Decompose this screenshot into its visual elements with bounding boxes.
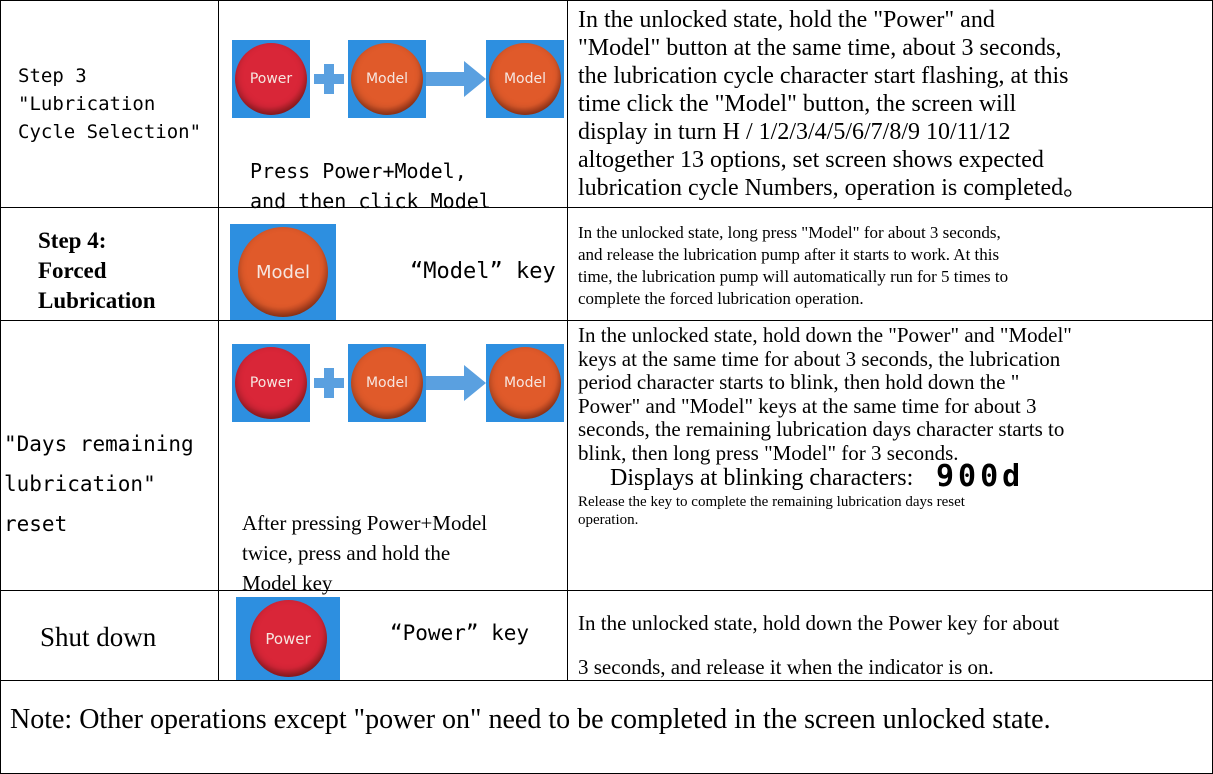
step-label: "Days remaining [4,432,194,456]
description: In the unlocked state, hold down the Pow… [578,611,1060,635]
step-label: Forced [38,258,107,283]
step-label: reset [4,512,68,536]
description: period character starts to blink, then h… [578,370,1020,394]
description: the lubrication cycle character start fl… [578,63,1069,89]
description: time click the "Model" button, the scree… [578,91,1017,117]
step-label: "Lubrication [18,93,156,115]
caption: Press Power+Model, [250,159,467,183]
footnote: operation. [578,512,639,528]
border [218,0,219,680]
button-image: Model [348,40,426,118]
description: and release the lubrication pump after i… [578,245,1000,264]
step-label: Lubrication [38,288,156,313]
description: display in turn H / 1/2/3/4/5/6/7/8/9 10… [578,119,1011,145]
note: Note: Other operations except "power on"… [10,704,1051,735]
caption: After pressing Power+Model [242,511,488,535]
button-label: Model [503,71,547,87]
button-image: Power [232,344,310,422]
step-label: lubrication" [4,472,156,496]
caption: twice, press and hold the [242,541,451,565]
button-image: Power [232,40,310,118]
step-label: Cycle Selection" [18,121,202,143]
border [0,207,1213,208]
button-image: Model [486,344,564,422]
description: "Model" button at the same time, about 3… [578,35,1062,61]
step-label: Step 4: [38,228,107,253]
description: complete the forced lubrication operatio… [578,289,864,308]
button-circle: Model [351,347,423,419]
button-circle: Model [489,43,561,115]
border [0,680,1213,681]
description: altogether 13 options, set screen shows … [578,147,1044,173]
button-label: Model [255,261,311,283]
button-image: Model [348,344,426,422]
display-label: Displays at blinking characters: [610,465,914,491]
footnote: Release the key to complete the remainin… [578,494,965,510]
button-circle: Power [235,347,307,419]
caption: Model key [242,571,333,595]
arrow-icon [464,61,486,97]
caption: “Model” key [410,259,556,284]
description: lubrication cycle Numbers, operation is … [578,175,1088,201]
display-value: 900d [936,459,1025,494]
description: time, the lubrication pump will automati… [578,267,1009,286]
step-label: Shut down [40,622,157,652]
description: In the unlocked state, long press "Model… [578,223,1001,242]
button-label: Model [503,375,547,391]
caption: and then click Model [250,189,491,213]
button-circle: Model [238,227,328,317]
button-label: Model [365,71,409,87]
arrow-icon [426,376,464,390]
button-label: Power [249,375,293,391]
button-image: Model [486,40,564,118]
button-image: Model [230,224,336,320]
description: In the unlocked state, hold the "Power" … [578,7,995,33]
button-circle: Power [249,600,327,677]
button-circle: Model [489,347,561,419]
border [567,0,568,680]
description: 3 seconds, and release it when the indic… [578,655,994,679]
button-label: Model [365,375,409,391]
button-image: Power [236,597,340,680]
description: blink, then long press "Model" for 3 sec… [578,440,959,465]
description: seconds, the remaining lubrication days … [578,417,1065,441]
border [0,0,1213,1]
description: Power" and "Model" keys at the same time… [578,393,1037,418]
button-label: Power [249,71,293,87]
border [0,590,1213,591]
arrow-icon [426,72,464,86]
plus-icon [324,64,334,94]
caption: “Power” key [390,621,530,645]
button-circle: Model [351,43,423,115]
arrow-icon [464,365,486,401]
border [0,320,1213,321]
step-label: Step 3 [18,65,87,87]
description: keys at the same time for about 3 second… [578,346,1061,371]
border [0,0,1,774]
button-label: Power [265,629,311,648]
button-circle: Power [235,43,307,115]
plus-icon [324,368,334,398]
description: In the unlocked state, hold down the "Po… [578,323,1072,347]
